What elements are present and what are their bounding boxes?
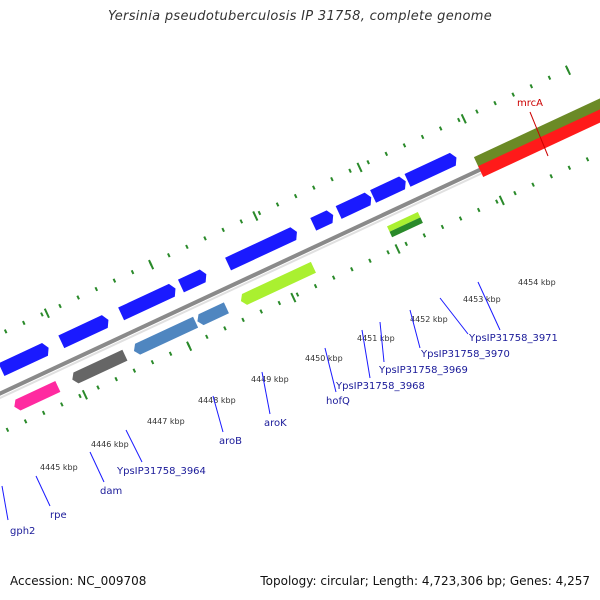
gene-label-3970[interactable]: YpsIP31758_3970 xyxy=(420,349,510,360)
kbp-label: 4446 kbp xyxy=(91,440,129,449)
backbone-inner xyxy=(0,44,600,487)
gene-olive-mrcA[interactable] xyxy=(473,89,600,168)
backbone-outer xyxy=(0,40,600,484)
gene-cds-forward[interactable] xyxy=(177,268,209,293)
gene-cds-forward[interactable] xyxy=(310,209,336,231)
gene-label-hofQ[interactable]: hofQ xyxy=(326,396,350,407)
gene-steelblue-aroK[interactable] xyxy=(195,302,229,326)
kbp-label: 4445 kbp xyxy=(40,463,78,472)
gene-pink-dam[interactable] xyxy=(12,381,61,412)
kbp-label: 4448 kbp xyxy=(198,396,236,405)
gene-cds-forward[interactable] xyxy=(118,282,178,321)
gene-red-mrcA[interactable] xyxy=(478,98,600,178)
kbp-label: 4449 kbp xyxy=(251,375,289,384)
gene-gray-3964[interactable] xyxy=(70,349,128,385)
kbp-label: 4452 kbp xyxy=(410,315,448,324)
gene-cds-forward[interactable] xyxy=(370,175,409,203)
gene-label-aroK[interactable]: aroK xyxy=(264,418,287,429)
ruler-outer xyxy=(3,65,572,334)
gene-label-3969[interactable]: YpsIP31758_3969 xyxy=(378,365,468,376)
gene-cds-forward[interactable] xyxy=(404,151,460,187)
gene-labels: gph2 rpe dam YpsIP31758_3964 aroB aroK h… xyxy=(10,98,558,537)
accession-text: Accession: NC_009708 xyxy=(10,574,147,588)
reverse-strand xyxy=(12,89,600,412)
gene-steelblue-aroB[interactable] xyxy=(131,316,199,357)
gene-cds-forward[interactable] xyxy=(0,341,52,377)
gene-cds-forward[interactable] xyxy=(335,191,375,219)
map-track-group xyxy=(0,40,600,487)
leader-lines xyxy=(1,111,549,521)
gene-label-3964[interactable]: YpsIP31758_3964 xyxy=(116,466,206,477)
gene-label-dam[interactable]: dam xyxy=(100,486,122,497)
gene-label-aroB[interactable]: aroB xyxy=(219,436,242,447)
gene-cds-forward[interactable] xyxy=(58,313,111,349)
ruler-inner xyxy=(5,157,590,433)
kbp-label: 4447 kbp xyxy=(147,417,185,426)
forward-strand xyxy=(0,151,460,377)
gene-label-3968[interactable]: YpsIP31758_3968 xyxy=(335,381,425,392)
gene-label-gph2[interactable]: gph2 xyxy=(10,526,35,537)
map-title: Yersinia pseudotuberculosis IP 31758, co… xyxy=(107,9,493,24)
gene-label-mrcA[interactable]: mrcA xyxy=(517,98,543,109)
genome-summary-text: Topology: circular; Length: 4,723,306 bp… xyxy=(260,574,590,588)
gene-lime-hofQ[interactable] xyxy=(238,261,316,307)
kbp-label: 4451 kbp xyxy=(357,334,395,343)
gene-label-rpe[interactable]: rpe xyxy=(50,510,67,521)
gene-lime-3970[interactable] xyxy=(387,211,421,232)
gene-label-3971[interactable]: YpsIP31758_3971 xyxy=(468,333,558,344)
kbp-label: 4450 kbp xyxy=(305,354,343,363)
kbp-label: 4454 kbp xyxy=(518,278,556,287)
gene-green-3970[interactable] xyxy=(389,217,423,238)
kbp-labels: 4445 kbp 4446 kbp 4447 kbp 4448 kbp 4449… xyxy=(40,278,556,472)
kbp-label: 4453 kbp xyxy=(463,295,501,304)
gene-cds-forward[interactable] xyxy=(225,226,300,271)
